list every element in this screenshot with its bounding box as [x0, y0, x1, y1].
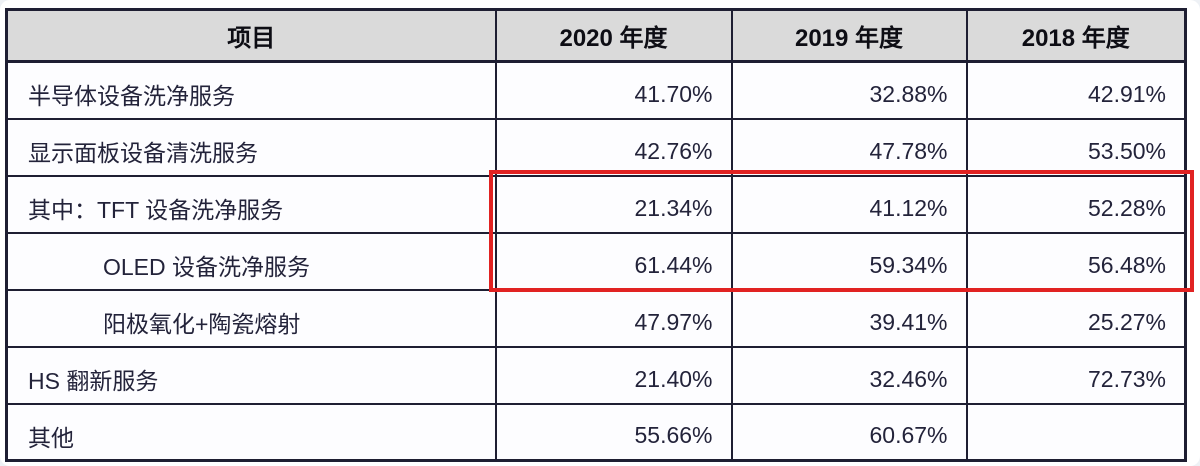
table-row-anodizing-ceramic: 阳极氧化+陶瓷熔射 47.97% 39.41% 25.27%: [5, 288, 1187, 348]
value-2019: 39.41%: [730, 288, 968, 348]
value-2020: 42.76%: [494, 117, 733, 177]
value-2019: 47.78%: [730, 117, 968, 177]
value-2018: 72.73%: [965, 345, 1187, 405]
row-label: 阳极氧化+陶瓷熔射: [5, 288, 497, 348]
value-2018: 42.91%: [965, 60, 1187, 120]
row-label: 其他: [5, 402, 497, 462]
table-row-semiconductor-cleaning: 半导体设备洗净服务 41.70% 32.88% 42.91%: [5, 60, 1187, 120]
value-2019: 59.34%: [730, 231, 968, 291]
ratio-table: 项目 2020 年度 2019 年度 2018 年度 半导体设备洗净服务 41.…: [5, 8, 1187, 462]
value-2019: 32.88%: [730, 60, 968, 120]
value-2020: 21.34%: [494, 174, 733, 234]
value-2020: 55.66%: [494, 402, 733, 462]
table-row-other: 其他 55.66% 60.67%: [5, 402, 1187, 462]
table-row-display-panel-cleaning: 显示面板设备清洗服务 42.76% 47.78% 53.50%: [5, 117, 1187, 177]
value-2018: [965, 402, 1187, 462]
value-2018: 53.50%: [965, 117, 1187, 177]
value-2018: 56.48%: [965, 231, 1187, 291]
row-label: 半导体设备洗净服务: [5, 60, 497, 120]
row-label: HS 翻新服务: [5, 345, 497, 405]
row-label: OLED 设备洗净服务: [5, 231, 497, 291]
column-header-2020: 2020 年度: [494, 8, 733, 63]
row-label: 显示面板设备清洗服务: [5, 117, 497, 177]
table-row-hs-refurbishment: HS 翻新服务 21.40% 32.46% 72.73%: [5, 345, 1187, 405]
column-header-item: 项目: [5, 8, 497, 63]
value-2019: 41.12%: [730, 174, 968, 234]
value-2019: 32.46%: [730, 345, 968, 405]
value-2019: 60.67%: [730, 402, 968, 462]
value-2020: 41.70%: [494, 60, 733, 120]
column-header-2019: 2019 年度: [730, 8, 968, 63]
value-2020: 21.40%: [494, 345, 733, 405]
value-2020: 61.44%: [494, 231, 733, 291]
column-header-2018: 2018 年度: [965, 8, 1187, 63]
value-2018: 52.28%: [965, 174, 1187, 234]
table-row-tft-cleaning: 其中：TFT 设备洗净服务 21.34% 41.12% 52.28%: [5, 174, 1187, 234]
value-2020: 47.97%: [494, 288, 733, 348]
value-2018: 25.27%: [965, 288, 1187, 348]
row-label: 其中：TFT 设备洗净服务: [5, 174, 497, 234]
table-row-oled-cleaning: OLED 设备洗净服务 61.44% 59.34% 56.48%: [5, 231, 1187, 291]
table-header-row: 项目 2020 年度 2019 年度 2018 年度: [5, 8, 1187, 63]
